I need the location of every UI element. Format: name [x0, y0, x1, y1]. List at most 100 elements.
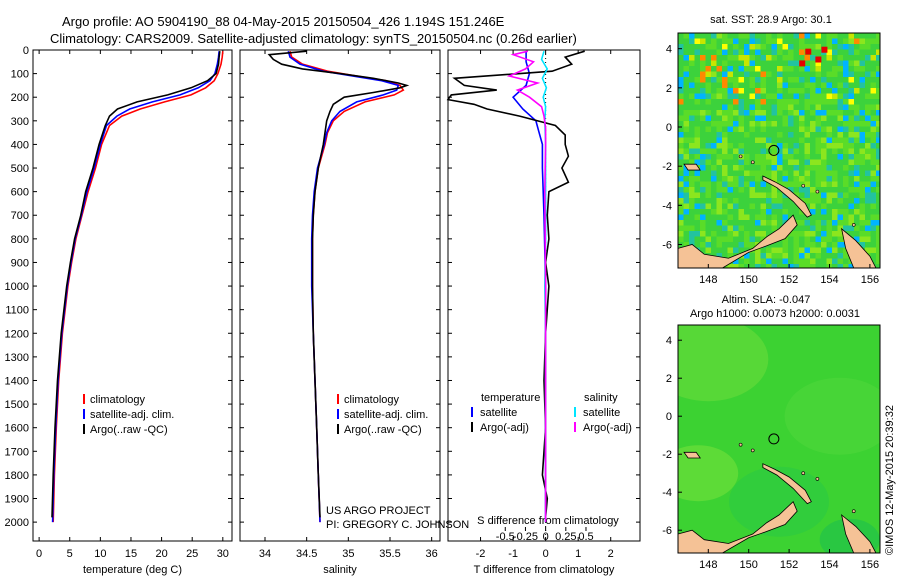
sst-cell [859, 60, 866, 67]
sst-cell [694, 181, 701, 188]
sst-cell [727, 93, 734, 100]
sst-cell [782, 264, 789, 268]
sst-cell [870, 126, 877, 133]
sst-cell [694, 110, 701, 116]
sst-cell [837, 159, 844, 166]
sst-cell [848, 55, 855, 61]
sst-cell [870, 104, 877, 111]
sst-cell [755, 258, 761, 265]
sst-cell [777, 126, 783, 133]
sst-cell [683, 82, 690, 89]
sst-cell [744, 93, 750, 100]
sst-cell [689, 154, 695, 160]
sst-cell [865, 126, 871, 133]
sst-cell [733, 132, 739, 138]
sst-cell [678, 104, 684, 111]
sst-cell [843, 44, 849, 50]
sst-cell [804, 170, 811, 177]
sst-cell [716, 170, 723, 177]
sst-cell [700, 148, 706, 155]
sst-cell [733, 187, 739, 193]
sst-cell [859, 82, 866, 89]
sst-cell [749, 192, 756, 199]
sst-cell [678, 203, 684, 210]
sst-cell [782, 44, 789, 50]
sst-cell [727, 60, 734, 67]
sst-cell [782, 253, 789, 259]
sst-cell [760, 33, 767, 39]
sst-cell [733, 203, 739, 210]
sst-cell [799, 148, 805, 155]
sst-cell [716, 33, 723, 39]
sst-cell [771, 209, 778, 215]
sst-cell [788, 181, 794, 188]
sst-cell [683, 170, 690, 177]
sst-cell [804, 121, 811, 127]
sst-cell [749, 187, 756, 193]
sst-cell [716, 231, 723, 237]
sst-cell [837, 165, 844, 171]
sst-cell [821, 203, 827, 210]
sst-cell [810, 181, 816, 188]
sst-cell [733, 88, 739, 94]
sst-cell [727, 203, 734, 210]
sst-cell [711, 93, 717, 100]
sst-cell [678, 231, 684, 237]
sst-cell [771, 110, 778, 116]
sst-cell [700, 170, 706, 177]
sst-cell [678, 49, 684, 56]
sst-cell [810, 214, 816, 221]
land-manus [683, 163, 701, 171]
sst-cell [832, 77, 838, 83]
sst-cell [733, 77, 739, 83]
sst-cell [683, 148, 690, 155]
sst-cell [854, 236, 860, 243]
sst-cell [810, 132, 816, 138]
x-tick-label: -2 [476, 548, 486, 560]
sst-cell [810, 66, 816, 72]
sst-cell [755, 137, 761, 144]
sst-cell [760, 231, 767, 237]
sst-cell [865, 159, 871, 166]
sst-cell [865, 99, 871, 105]
sst-cell [727, 38, 734, 45]
sst-cell [837, 115, 844, 122]
sst-cell [694, 154, 701, 160]
sst-cell [865, 214, 871, 221]
sst-cell [738, 126, 745, 133]
sst-cell [826, 132, 833, 138]
sst-cell [826, 165, 833, 171]
sst-cell [821, 110, 827, 116]
sst-cell [848, 231, 855, 237]
land-new-britain [678, 214, 798, 268]
sst-cell [694, 38, 701, 45]
sst-cell [837, 33, 844, 39]
sst-cell [733, 159, 739, 166]
sst-cell [782, 71, 789, 78]
sst-cell [727, 247, 734, 254]
sst-cell [760, 55, 767, 61]
x-tick-label: 20 [155, 548, 167, 560]
sst-cell [815, 203, 822, 210]
sst-cell [738, 247, 745, 254]
sst-cell [760, 192, 767, 199]
sst-cell [738, 170, 745, 177]
sst-cell [859, 198, 866, 204]
sst-cell [832, 132, 838, 138]
sst-cell [854, 225, 860, 232]
sst-cell [810, 247, 816, 254]
sst-cell [854, 49, 860, 56]
sst-cell [705, 165, 712, 171]
sst-cell [744, 82, 750, 89]
sst-cell [865, 88, 871, 94]
sst-cell [793, 126, 800, 133]
sst-cell [837, 192, 844, 199]
sst-cell [771, 247, 778, 254]
sst-cell [821, 264, 827, 268]
sst-cell [716, 55, 723, 61]
sst-cell [832, 137, 838, 144]
map-y-tick-label: 0 [666, 411, 672, 423]
sst-cell [832, 192, 838, 199]
sst-cell [727, 264, 734, 268]
sst-cell [815, 38, 822, 45]
